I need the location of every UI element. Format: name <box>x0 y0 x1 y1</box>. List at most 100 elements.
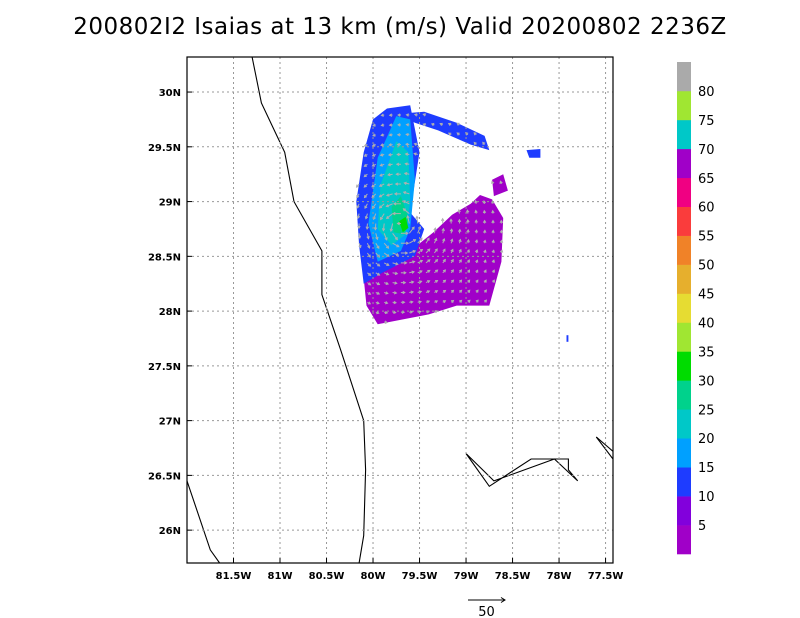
wind-vector-head <box>465 209 470 213</box>
wind-vector-head <box>404 261 408 265</box>
wind-vector-head <box>449 218 453 222</box>
wind-vector-head <box>427 269 431 273</box>
colorbar-swatch <box>677 90 691 121</box>
wind-vector-head <box>434 248 438 252</box>
wind-vector-head <box>473 132 477 136</box>
wind-vector-head <box>442 248 446 252</box>
wind-vector <box>392 242 400 248</box>
x-tick-label: 78W <box>547 571 572 582</box>
wind-vector-head <box>475 259 479 263</box>
colorbar: 5 10 15 20 25 30 35 40 45 50 55 60 65 70 75 80 <box>677 62 715 555</box>
vector-reference: 50 <box>468 597 506 618</box>
colorbar-label: 50 <box>698 259 715 274</box>
wind-vector-head <box>458 238 462 243</box>
grid <box>187 57 613 563</box>
y-tick-label: 27.5N <box>148 362 181 373</box>
wind-vector-head <box>467 269 470 273</box>
colorbar-label: 65 <box>698 172 715 187</box>
y-tick-label: 26.5N <box>148 471 181 482</box>
wind-vector-head <box>355 184 360 188</box>
wind-vector-head <box>393 291 398 295</box>
wind-vector-head <box>482 200 487 204</box>
colorbar-label: 5 <box>698 519 706 534</box>
wind-vector-head <box>466 238 470 243</box>
wind-vector-head <box>467 279 471 283</box>
wind-vector-head <box>379 173 383 177</box>
wind-vector-head <box>402 300 406 305</box>
wind-vector <box>386 213 393 219</box>
wind-vector <box>373 213 377 220</box>
wind-vector-head <box>405 142 409 147</box>
wind-vector-head <box>363 163 367 167</box>
wind-vector-head <box>380 123 384 127</box>
wind-vector <box>375 233 378 240</box>
wind-vectors <box>355 113 504 324</box>
wind-vector-head <box>405 113 409 117</box>
wind-vector-head <box>482 141 486 145</box>
wind-vector-head <box>392 211 396 216</box>
wind-region-green-max <box>399 216 409 233</box>
wind-vector-head <box>426 290 431 294</box>
wind-vector-head <box>456 132 460 136</box>
colorbar-label: 55 <box>698 230 715 245</box>
wind-vector-head <box>459 279 463 283</box>
wind-vector-head <box>376 245 380 250</box>
y-tick-label: 28N <box>159 307 181 318</box>
wind-vector-head <box>483 259 487 263</box>
coastline <box>465 453 579 488</box>
wind-vector-head <box>426 237 430 241</box>
wind-vector-head <box>412 239 417 243</box>
wind-vector-head <box>384 237 388 241</box>
wind-vector-head <box>365 226 370 230</box>
wind-vector-head <box>363 174 367 178</box>
x-tick-label: 77.5W <box>588 571 624 582</box>
wind-vector-head <box>491 279 495 283</box>
wind-vector-head <box>483 239 487 243</box>
wind-vector-head <box>405 231 409 236</box>
wind-vector-head <box>491 180 495 184</box>
wind-vector-head <box>434 259 439 263</box>
wind-vector-head <box>440 217 445 222</box>
wind-vector-head <box>483 279 487 283</box>
x-tick-label: 81.5W <box>216 571 252 582</box>
wind-vector-head <box>450 299 455 304</box>
wind-vector-head <box>364 205 368 209</box>
coastline <box>251 57 367 563</box>
wind-vector-head <box>385 193 390 197</box>
wind-vector-head <box>457 228 462 233</box>
wind-vector-head <box>483 299 488 303</box>
wind-vector-head <box>466 259 470 263</box>
wind-vector-head <box>368 272 372 277</box>
wind-vector-head <box>403 172 408 176</box>
wind-vector-head <box>371 173 375 177</box>
y-tick-label: 29N <box>159 198 181 209</box>
wind-vector-head <box>387 163 391 167</box>
colorbar-label: 15 <box>698 461 715 476</box>
wind-vector-head <box>381 228 386 232</box>
wind-vector-head <box>474 249 479 253</box>
wind-vector-head <box>442 300 447 304</box>
wind-vector-head <box>376 282 381 286</box>
y-tick-label: 27N <box>159 417 181 428</box>
colorbar-swatch <box>677 206 691 236</box>
wind-vector <box>392 252 399 256</box>
x-tick-label: 79.5W <box>402 571 438 582</box>
wind-vector-head <box>419 237 423 241</box>
wind-vector <box>392 232 398 240</box>
wind-region-blue-north-arc <box>396 111 490 151</box>
wind-vector-head <box>385 215 390 219</box>
wind-vector-head <box>404 162 408 166</box>
colorbar-swatch <box>677 380 691 410</box>
wind-vector-head <box>405 123 409 127</box>
wind-vector-head <box>442 258 446 263</box>
wind-vector-head <box>402 200 406 204</box>
wind-vector-head <box>380 113 384 117</box>
wind-vector <box>382 223 385 231</box>
wind-vector-head <box>394 281 398 285</box>
wind-vector-head <box>367 263 372 267</box>
wind-vector-head <box>427 259 431 263</box>
wind-vector-head <box>402 191 407 195</box>
colorbar-swatch <box>677 525 691 555</box>
wind-vector-head <box>441 227 445 232</box>
wind-vector-head <box>422 113 426 117</box>
